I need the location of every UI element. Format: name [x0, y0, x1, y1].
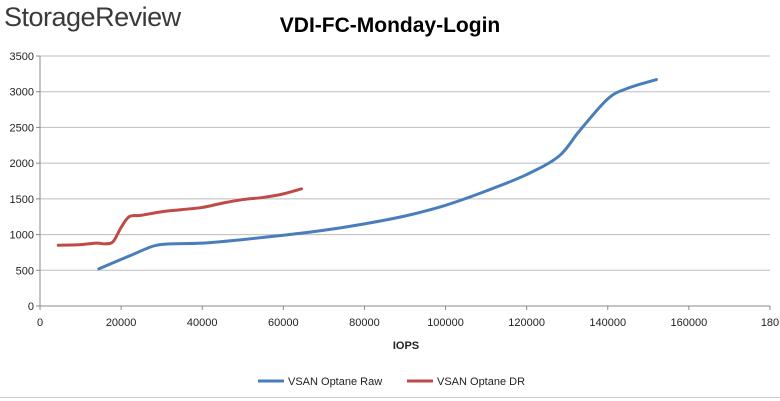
x-tick-label: 60000 — [268, 317, 299, 329]
y-tick-label: 2500 — [10, 122, 34, 134]
legend-label: VSAN Optane Raw — [288, 376, 382, 388]
storagereview-logo: StorageReview — [4, 2, 181, 32]
x-tick-labels: 0 20000 40000 60000 80000 100000 120000 140000 1… — [37, 317, 779, 329]
legend: VSAN Optane Raw VSAN Optane DR — [258, 376, 525, 388]
y-tick-label: 1000 — [10, 230, 34, 242]
y-tick-label: 0 — [28, 301, 34, 313]
x-tick-label: 160000 — [671, 317, 708, 329]
gridlines — [40, 55, 770, 271]
y-tick-label: 1500 — [10, 194, 34, 206]
x-axis-title: IOPS — [393, 340, 419, 352]
x-tick-label: 140000 — [589, 317, 626, 329]
legend-label: VSAN Optane DR — [437, 376, 525, 388]
y-tick-label: 3000 — [10, 87, 34, 99]
bottom-border — [0, 397, 780, 398]
x-tick-label: 20000 — [106, 317, 137, 329]
chart-title: VDI-FC-Monday-Login — [279, 14, 501, 37]
x-tick-label: 100000 — [427, 317, 464, 329]
x-tick-label: 180 — [761, 317, 779, 329]
y-tick-label: 500 — [16, 265, 34, 277]
axes — [36, 55, 771, 310]
series-line-vsan-optane-dr — [56, 187, 304, 247]
y-tick-labels: 0 500 1000 1500 2000 2500 3000 3500 — [10, 51, 34, 313]
x-tick-label: 40000 — [187, 317, 218, 329]
series-lines — [56, 78, 658, 271]
x-tick-label: 80000 — [349, 317, 380, 329]
x-tick-label: 120000 — [508, 317, 545, 329]
series-line-vsan-optane-raw — [97, 78, 658, 271]
x-tick-label: 0 — [37, 317, 43, 329]
y-tick-label: 2000 — [10, 158, 34, 170]
y-tick-label: 3500 — [10, 51, 34, 63]
